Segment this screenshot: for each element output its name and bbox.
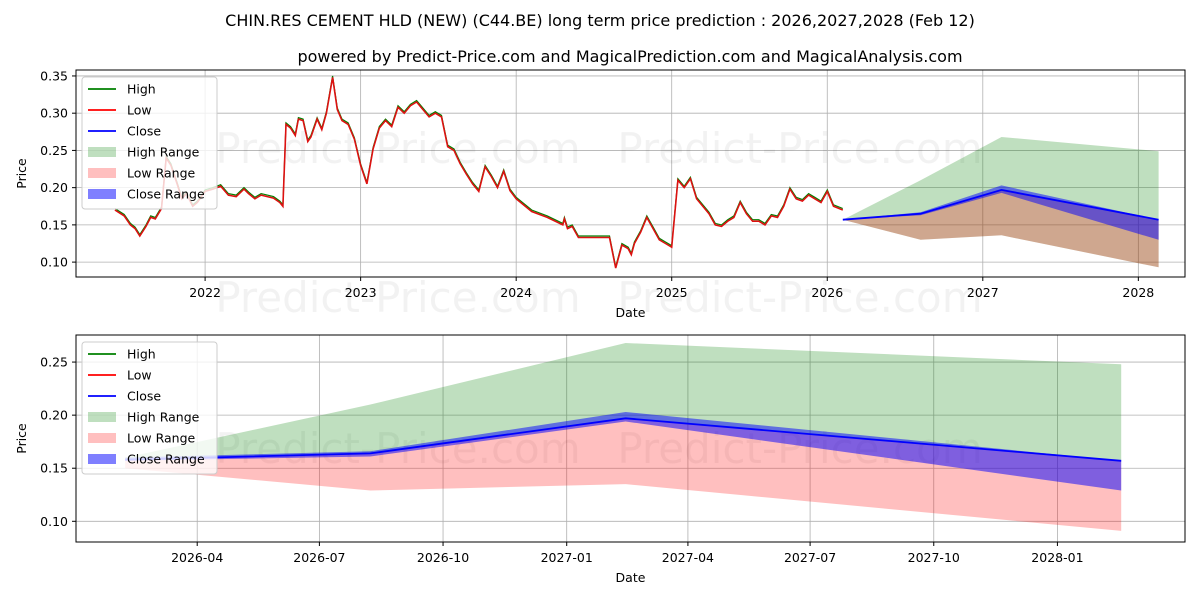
x-tick-label: 2027 [967, 285, 999, 300]
legend-high-range-swatch [88, 412, 116, 422]
history-panel: Predict-Price.com Predict-Price.com Predic… [14, 68, 1186, 322]
axes-frame [75, 334, 1186, 543]
legend-low-range-swatch [88, 168, 116, 178]
legend-high-label: High [127, 347, 156, 362]
legend-high-range-label: High Range [127, 145, 200, 160]
axes-frame [75, 69, 1186, 278]
legend-close-range-label: Close Range [127, 452, 205, 467]
forecast-panel: Predict-Price.comPredict-Price.com2026-0… [14, 334, 1186, 585]
low-line [114, 77, 844, 269]
x-axis-label: Date [616, 570, 646, 585]
x-tick-label: 2027-07 [784, 550, 836, 565]
close-range-area [842, 185, 1159, 240]
y-axis-label: Price [14, 158, 29, 189]
legend: High Low Close High Range Low Range Close Ran… [81, 76, 218, 210]
legend-low-range-label: Low Range [127, 166, 196, 181]
x-tick-label: 2026-04 [171, 550, 223, 565]
legend-close-range-swatch [88, 454, 116, 464]
watermark: Predict-Price.com [617, 273, 982, 322]
watermark: Predict-Price.com [215, 124, 580, 173]
watermark: Predict-Price.com [215, 273, 580, 322]
legend-high-range-label: High Range [127, 410, 200, 425]
y-axis-label: Price [14, 423, 29, 454]
legend-low-range-label: Low Range [127, 431, 196, 446]
x-axis-label: Date [616, 305, 646, 320]
legend-close-range-swatch [88, 189, 116, 199]
legend-close-label: Close [127, 389, 161, 404]
x-tick-label: 2023 [345, 285, 377, 300]
x-tick-label: 2027-10 [908, 550, 960, 565]
y-tick-label: 0.15 [40, 217, 68, 232]
x-tick-label: 2026-10 [417, 550, 469, 565]
legend-high-range-swatch [88, 147, 116, 157]
y-tick-label: 0.15 [40, 461, 68, 476]
legend-low-label: Low [127, 103, 152, 118]
legend: High Low Close High Range Low Range Close Ran… [81, 341, 218, 475]
y-tick-label: 0.25 [40, 355, 68, 370]
y-tick-label: 0.10 [40, 255, 68, 270]
x-tick-label: 2027-01 [541, 550, 593, 565]
legend-close-range-label: Close Range [127, 187, 205, 202]
y-tick-label: 0.30 [40, 106, 68, 121]
y-tick-label: 0.20 [40, 408, 68, 423]
chart-subtitle: powered by Predict-Price.com and Magical… [297, 47, 962, 66]
y-tick-label: 0.10 [40, 514, 68, 529]
close-range-area [125, 412, 1122, 491]
x-tick-label: 2025 [656, 285, 688, 300]
y-tick-label: 0.35 [40, 68, 68, 83]
x-tick-label: 2028-01 [1031, 550, 1083, 565]
watermark: Predict-Price.com [617, 124, 982, 173]
x-tick-label: 2026 [811, 285, 843, 300]
high-range-area [842, 137, 1159, 268]
high-range-area [125, 343, 1122, 461]
y-tick-label: 0.20 [40, 180, 68, 195]
x-tick-label: 2024 [500, 285, 532, 300]
legend-close-label: Close [127, 124, 161, 139]
y-tick-label: 0.25 [40, 143, 68, 158]
plot-area [125, 343, 1122, 531]
x-tick-label: 2026-07 [293, 550, 345, 565]
close-line [125, 417, 1122, 462]
x-tick-label: 2027-04 [662, 550, 714, 565]
plot-area [114, 75, 1159, 269]
x-tick-label: 2028 [1122, 285, 1154, 300]
close-line [842, 188, 1159, 221]
legend-low-label: Low [127, 368, 152, 383]
legend-low-range-swatch [88, 433, 116, 443]
legend-high-label: High [127, 82, 156, 97]
x-tick-label: 2022 [189, 285, 221, 300]
chart-title: CHIN.RES CEMENT HLD (NEW) (C44.BE) long … [225, 11, 975, 30]
